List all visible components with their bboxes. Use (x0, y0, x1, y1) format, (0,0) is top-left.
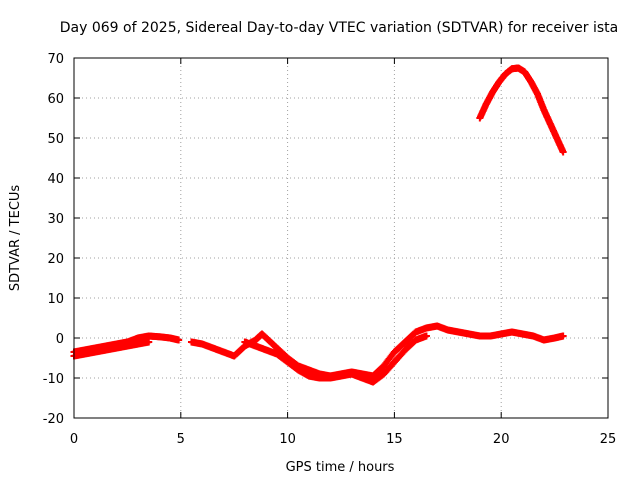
x-tick-label: 15 (386, 432, 403, 447)
series-track-c (187, 322, 567, 380)
data-point (145, 338, 153, 346)
y-axis-label: SDTVAR / TECUs (8, 185, 23, 292)
y-tick-label: 70 (47, 52, 64, 67)
data-point (559, 148, 567, 156)
x-axis-label: GPS time / hours (286, 460, 395, 475)
data-point (422, 332, 430, 340)
axis-ticks (73, 57, 609, 419)
tick-labels: 0 5 10 15 20 25 -20 -10 0 10 20 30 40 50 60 70 (43, 52, 617, 447)
plot-frame (73, 57, 609, 419)
chart-title: Day 069 of 2025, Sidereal Day-to-day VTE… (60, 20, 618, 36)
data-point (175, 336, 183, 344)
y-tick-label: 60 (47, 92, 64, 107)
y-tick-label: 30 (47, 212, 64, 227)
series-track-e (476, 64, 567, 156)
x-tick-label: 20 (493, 432, 510, 447)
y-tick-label: -10 (43, 372, 64, 387)
x-tick-label: 25 (600, 432, 617, 447)
x-tick-label: 5 (177, 432, 185, 447)
y-tick-label: 50 (47, 132, 64, 147)
y-tick-label: -20 (43, 412, 64, 427)
x-tick-label: 0 (70, 432, 78, 447)
data-point (559, 332, 567, 340)
data-points (70, 64, 567, 386)
y-tick-label: 0 (56, 332, 64, 347)
series-track-d (241, 332, 430, 386)
x-tick-label: 10 (279, 432, 296, 447)
y-tick-label: 40 (47, 172, 64, 187)
grid-lines (74, 58, 608, 418)
y-tick-label: 10 (47, 292, 64, 307)
y-tick-label: 20 (47, 252, 64, 267)
series-track-b (70, 338, 153, 360)
